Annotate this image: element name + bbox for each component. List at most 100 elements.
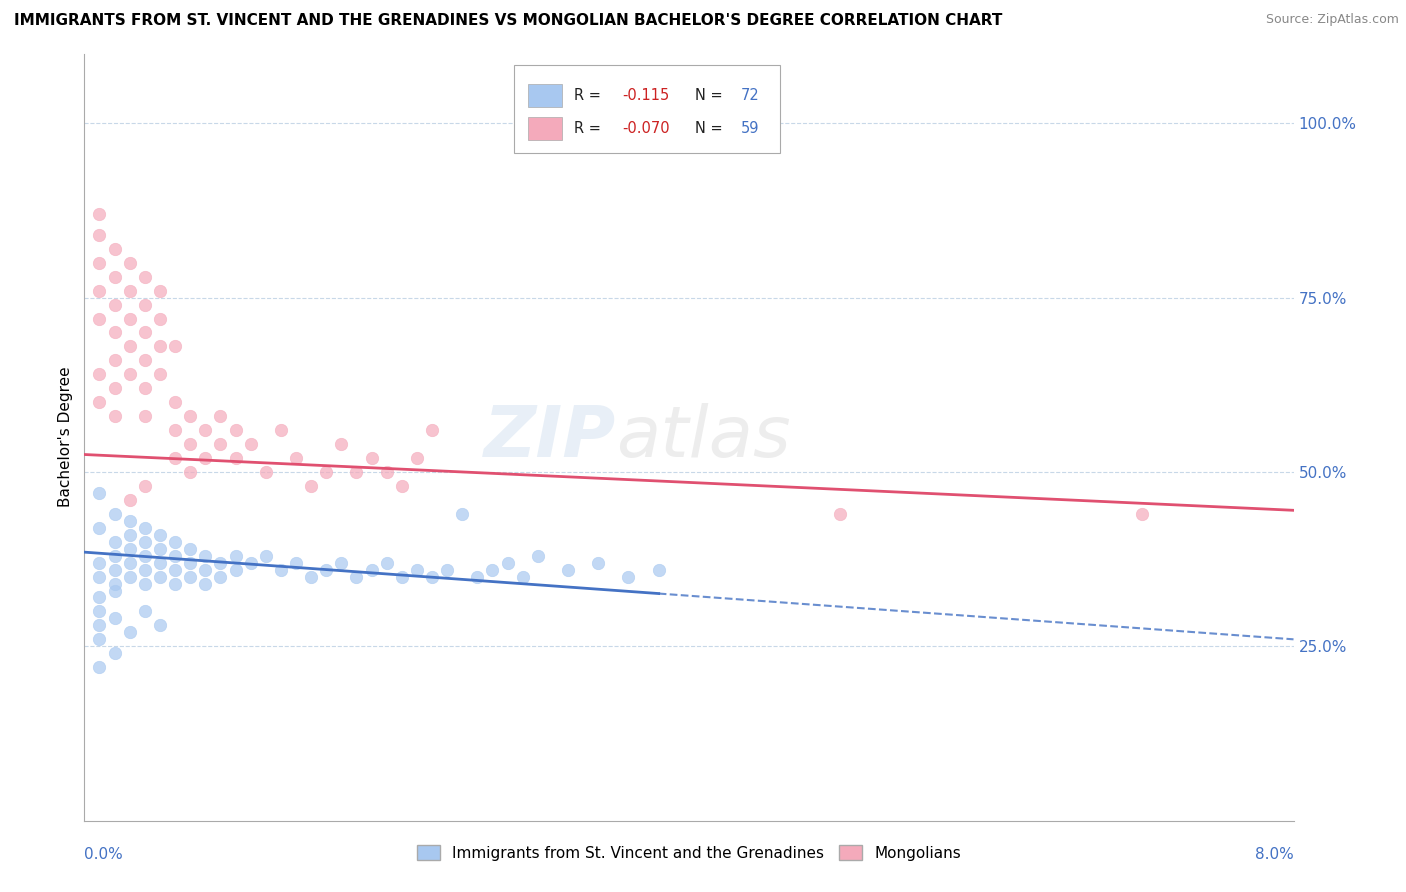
- Point: [118, 492, 141, 507]
- Point: [89, 256, 111, 270]
- Point: [346, 569, 368, 583]
- Point: [481, 563, 503, 577]
- Point: [104, 381, 127, 395]
- Text: -0.115: -0.115: [623, 88, 669, 103]
- Point: [104, 326, 127, 340]
- Point: [89, 591, 111, 605]
- Point: [118, 625, 141, 640]
- Point: [89, 556, 111, 570]
- Point: [179, 569, 201, 583]
- Point: [149, 618, 172, 632]
- Point: [104, 507, 127, 521]
- Point: [225, 563, 247, 577]
- Point: [104, 269, 127, 284]
- Point: [179, 556, 201, 570]
- FancyBboxPatch shape: [513, 65, 780, 153]
- Point: [270, 423, 292, 437]
- Point: [134, 549, 156, 563]
- Point: [89, 521, 111, 535]
- Point: [118, 514, 141, 528]
- Point: [89, 604, 111, 618]
- Point: [648, 563, 671, 577]
- Point: [194, 450, 217, 465]
- Text: ZIP: ZIP: [484, 402, 616, 472]
- Point: [1132, 507, 1154, 521]
- Point: [104, 409, 127, 424]
- Point: [165, 423, 187, 437]
- Point: [134, 521, 156, 535]
- Point: [406, 450, 429, 465]
- Text: Source: ZipAtlas.com: Source: ZipAtlas.com: [1265, 13, 1399, 27]
- Text: atlas: atlas: [616, 402, 792, 472]
- Point: [467, 569, 489, 583]
- Point: [225, 423, 247, 437]
- Point: [149, 541, 172, 556]
- Point: [194, 563, 217, 577]
- Text: R =: R =: [574, 88, 606, 103]
- Point: [89, 311, 111, 326]
- Point: [165, 339, 187, 353]
- Point: [179, 409, 201, 424]
- Point: [557, 563, 579, 577]
- Point: [209, 569, 232, 583]
- Point: [299, 479, 322, 493]
- FancyBboxPatch shape: [529, 117, 562, 140]
- Point: [209, 437, 232, 451]
- Point: [104, 242, 127, 256]
- Point: [436, 563, 458, 577]
- Point: [451, 507, 474, 521]
- Point: [118, 569, 141, 583]
- Point: [165, 395, 187, 409]
- Legend: Immigrants from St. Vincent and the Grenadines, Mongolians: Immigrants from St. Vincent and the Gren…: [411, 838, 967, 867]
- Point: [209, 556, 232, 570]
- Point: [149, 527, 172, 541]
- Point: [360, 450, 382, 465]
- Point: [420, 569, 443, 583]
- Point: [134, 326, 156, 340]
- Point: [134, 353, 156, 368]
- Point: [89, 368, 111, 382]
- Point: [330, 556, 353, 570]
- Point: [149, 569, 172, 583]
- Point: [375, 556, 398, 570]
- Point: [209, 409, 232, 424]
- Point: [104, 297, 127, 311]
- Point: [254, 549, 277, 563]
- Point: [315, 465, 337, 479]
- Point: [89, 395, 111, 409]
- Point: [104, 583, 127, 598]
- Point: [375, 465, 398, 479]
- Y-axis label: Bachelor's Degree: Bachelor's Degree: [58, 367, 73, 508]
- Point: [134, 297, 156, 311]
- Point: [89, 486, 111, 500]
- Point: [617, 569, 640, 583]
- Point: [134, 604, 156, 618]
- Point: [104, 534, 127, 549]
- Point: [104, 563, 127, 577]
- Point: [104, 549, 127, 563]
- Point: [134, 563, 156, 577]
- Point: [89, 660, 111, 674]
- Point: [118, 284, 141, 298]
- Point: [330, 437, 353, 451]
- Point: [118, 368, 141, 382]
- Point: [391, 479, 413, 493]
- Point: [118, 311, 141, 326]
- Point: [149, 284, 172, 298]
- Point: [134, 534, 156, 549]
- Point: [165, 450, 187, 465]
- Point: [165, 576, 187, 591]
- Text: 0.0%: 0.0%: [84, 847, 124, 863]
- Point: [118, 556, 141, 570]
- Point: [134, 381, 156, 395]
- Point: [179, 465, 201, 479]
- Point: [346, 465, 368, 479]
- Point: [89, 207, 111, 221]
- Point: [104, 646, 127, 660]
- Point: [285, 450, 308, 465]
- Point: [134, 479, 156, 493]
- Point: [391, 569, 413, 583]
- Point: [149, 311, 172, 326]
- Point: [89, 569, 111, 583]
- Point: [315, 563, 337, 577]
